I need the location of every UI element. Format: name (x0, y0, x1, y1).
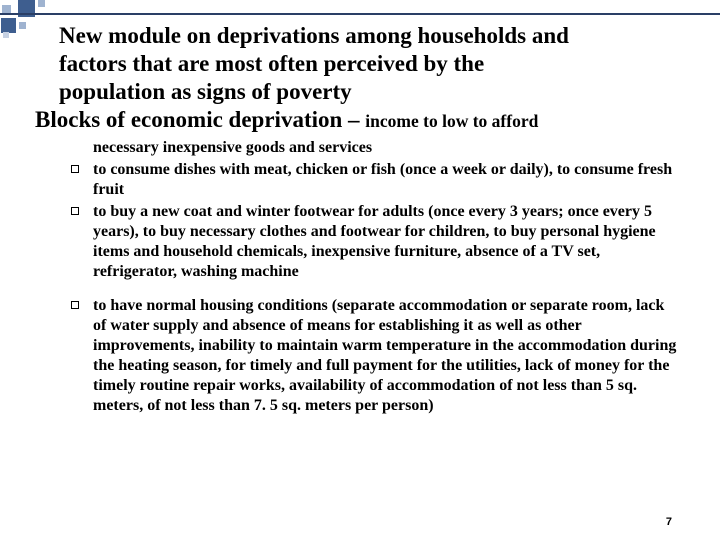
decoration-square (19, 22, 26, 29)
slide-content: New module on deprivations among househo… (0, 0, 720, 416)
page-number: 7 (666, 516, 672, 528)
top-divider-line (0, 13, 720, 15)
title-line-3: population as signs of poverty (35, 78, 680, 106)
subtitle: Blocks of economic deprivation – income … (35, 106, 680, 134)
subtitle-main: Blocks of economic deprivation – (35, 107, 365, 132)
bullet-list: to consume dishes with meat, chicken or … (35, 160, 680, 416)
subtitle-continuation: income to low to afford (365, 111, 538, 131)
corner-decoration (0, 0, 100, 50)
list-item: to have normal housing conditions (separ… (71, 296, 680, 416)
list-item: to buy a new coat and winter footwear fo… (71, 202, 680, 282)
necessary-line: necessary inexpensive goods and services (35, 138, 680, 158)
decoration-square (3, 32, 9, 38)
decoration-square (38, 0, 45, 7)
title-line-2: factors that are most often perceived by… (35, 50, 680, 78)
title-block: New module on deprivations among househo… (35, 22, 680, 134)
title-line-1: New module on deprivations among househo… (35, 22, 680, 50)
decoration-square (1, 18, 16, 33)
list-item: to consume dishes with meat, chicken or … (71, 160, 680, 200)
